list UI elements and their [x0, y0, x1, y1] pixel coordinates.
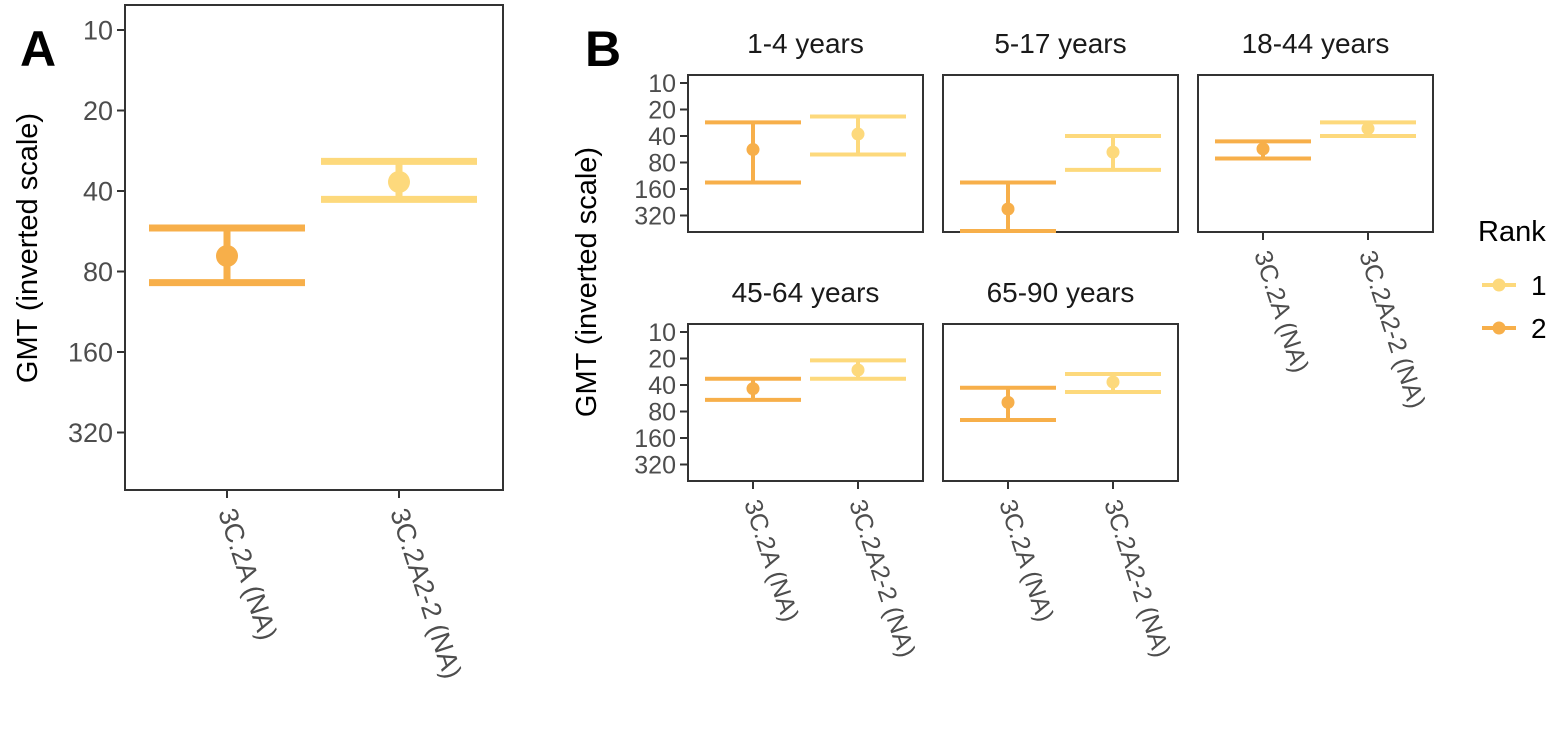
- x-tick-label: 3C.2A (NA): [738, 496, 804, 625]
- gmt-point: [1106, 375, 1120, 389]
- facet-5-17-years: 5-17 years: [942, 28, 1179, 234]
- errorbar-3c2a2-2: [810, 114, 906, 157]
- gmt-point: [388, 170, 410, 193]
- errorbar-3c2a2-2: [1065, 134, 1161, 172]
- x-tick-label: 3C.2A2-2 (NA): [384, 505, 467, 683]
- legend-key-point: [1492, 321, 1506, 335]
- errorbar-3c2a: [960, 385, 1056, 423]
- legend-key-point: [1492, 278, 1506, 292]
- errorbar-3c2a2-2: [321, 157, 477, 203]
- y-tick-label: 20: [648, 345, 676, 373]
- x-tick-label: 3C.2A (NA): [212, 505, 283, 644]
- y-tick-label: 10: [648, 70, 676, 98]
- gmt-point: [1001, 395, 1015, 409]
- y-tick-label: 160: [634, 425, 676, 453]
- x-tick-label: 3C.2A2-2 (NA): [1098, 496, 1175, 661]
- y-tick-label: 80: [648, 149, 676, 177]
- gmt-point: [1106, 145, 1120, 159]
- gmt-point: [216, 244, 238, 267]
- gmt-point: [1361, 122, 1375, 136]
- y-tick-label: 20: [83, 96, 113, 126]
- gmt-point: [1256, 142, 1270, 156]
- panel-a: 10 20 40 80 160 320 3C.2A (NA) 3C.2A2-2 (NA) GMT…: [12, 4, 504, 683]
- errorbar-3c2a: [705, 120, 801, 185]
- facet-strip-label: 65-90 years: [987, 277, 1135, 308]
- y-tick-label: 10: [83, 15, 113, 45]
- y-tick-label: 10: [648, 319, 676, 347]
- panel-label-b: B: [585, 21, 621, 77]
- panel-a-plot: 10 20 40 80 160 320: [68, 4, 504, 498]
- errorbar-3c2a2-2: [1320, 120, 1416, 138]
- gmt-point: [746, 143, 760, 157]
- y-tick-label: 320: [634, 451, 676, 479]
- facet-strip-label: 18-44 years: [1242, 28, 1390, 59]
- errorbar-3c2a: [960, 180, 1056, 234]
- y-tick-label: 160: [634, 176, 676, 204]
- facet-strip-label: 1-4 years: [747, 28, 864, 59]
- facet-45-64-years-border: [687, 323, 924, 482]
- facet-18-44-years-border: [1197, 74, 1434, 233]
- panel-label-a: A: [20, 21, 56, 77]
- y-tick-label: 40: [648, 372, 676, 400]
- legend: Rank 1 2: [1478, 216, 1547, 344]
- y-tick-label: 320: [68, 418, 113, 448]
- errorbar-3c2a: [1215, 139, 1311, 161]
- y-axis-title-b: GMT (inverted scale): [571, 147, 603, 417]
- facet-strip-label: 45-64 years: [732, 277, 880, 308]
- facet-65-90-years-border: [942, 323, 1179, 482]
- x-tick-label: 3C.2A (NA): [993, 496, 1059, 625]
- y-tick-label: 40: [83, 176, 113, 206]
- y-tick-label: 160: [68, 337, 113, 367]
- x-tick-label: 3C.2A2-2 (NA): [843, 496, 920, 661]
- errorbar-3c2a2-2: [1065, 372, 1161, 394]
- errorbar-3c2a: [149, 224, 305, 287]
- legend-title: Rank: [1478, 216, 1546, 248]
- y-tick-label: 40: [648, 123, 676, 151]
- gmt-point: [851, 127, 865, 141]
- facet-65-90-years: 65-90 years 3C.2A (NA) 3C.2A2-2 (NA): [942, 277, 1179, 661]
- gmt-point: [746, 382, 760, 396]
- y-tick-label: 320: [634, 202, 676, 230]
- legend-key-2: 2: [1482, 313, 1547, 344]
- x-tick-label: 3C.2A (NA): [1248, 247, 1314, 376]
- y-tick-label: 80: [648, 398, 676, 426]
- x-tick-label: 3C.2A2-2 (NA): [1353, 247, 1430, 412]
- y-axis-title-a: GMT (inverted scale): [12, 113, 44, 383]
- gmt-point: [1001, 202, 1015, 216]
- y-tick-label: 80: [83, 257, 113, 287]
- gmt-point: [851, 363, 865, 377]
- facet-strip-label: 5-17 years: [994, 28, 1126, 59]
- legend-label: 2: [1531, 313, 1547, 344]
- y-tick-label: 20: [648, 96, 676, 124]
- facet-18-44-years: 18-44 years 3C.2A (NA) 3C.2A2-2 (NA): [1197, 28, 1434, 412]
- panel-a-plot-border: [124, 4, 504, 491]
- legend-label: 1: [1531, 270, 1547, 301]
- facet-5-17-years-border: [942, 74, 1179, 233]
- legend-key-1: 1: [1482, 270, 1547, 301]
- errorbar-3c2a2-2: [810, 358, 906, 381]
- errorbar-3c2a: [705, 376, 801, 402]
